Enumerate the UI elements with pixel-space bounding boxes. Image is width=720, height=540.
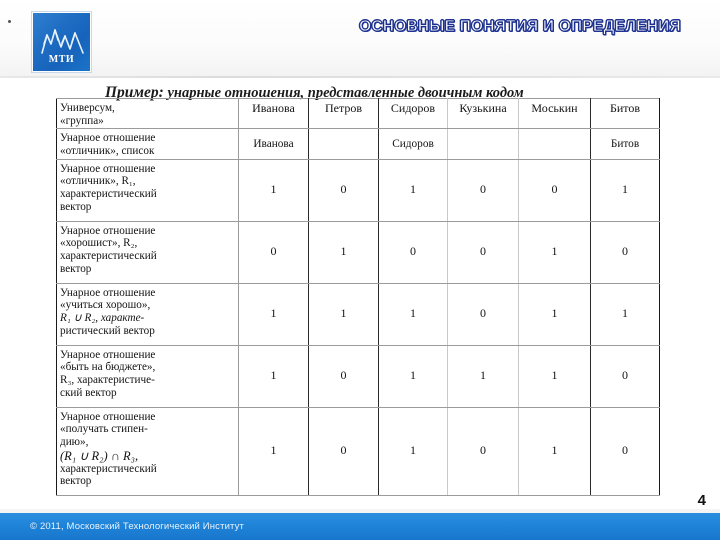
table-row: Унарное отношение «получать стипен- дию»… [56, 406, 660, 496]
table-cell: 1 [238, 158, 309, 222]
table-cell: 0 [590, 344, 660, 408]
row-label-line: R₃, характеристиче- [60, 373, 155, 386]
table-cell: 1 [518, 282, 591, 346]
table-cell: 1 [378, 282, 448, 346]
table-cell: 1 [447, 344, 519, 408]
logo-label: МТИ [48, 54, 75, 65]
corner-dot-marker [8, 20, 11, 23]
table-cell: 0 [308, 406, 379, 496]
header-divider [0, 76, 720, 78]
table-cell: 0 [518, 158, 591, 222]
table-cell: 1 [308, 220, 379, 284]
table-cell: 1 [518, 406, 591, 496]
column-header-bitov: Битов [590, 97, 660, 130]
table-row: Унарное отношение «отличник», R₁, характ… [56, 158, 660, 222]
row-label: Унарное отношение «получать стипен- дию»… [56, 406, 239, 496]
row-label-line: «отличник», R₁, [60, 175, 136, 188]
row-label: Унарное отношение «отличник», R₁, характ… [56, 158, 239, 222]
row-label-line: Унарное отношение [60, 286, 156, 299]
example-caption: Пример: унарные отношения, представленны… [105, 84, 524, 102]
row-label: Унарное отношение «отличник», список [56, 128, 239, 160]
table-row: Унарное отношение «хорошист», R₂, характ… [56, 220, 660, 284]
example-caption-text: унарные отношения, представленные двоичн… [167, 85, 524, 101]
row-label-line: «хорошист», R₂, [60, 237, 138, 250]
row-label-line: Унарное отношение [60, 410, 156, 423]
table-cell: 0 [590, 406, 660, 496]
example-caption-lead: Пример: [105, 84, 164, 101]
slide-footer: © 2011, Московский Технологический Инсти… [0, 513, 720, 540]
column-header-moskin: Моськин [518, 97, 591, 130]
table-cell: 1 [238, 406, 309, 496]
row-label: Универсум, «группа» [56, 97, 239, 130]
row-label: Унарное отношение «хорошист», R₂, характ… [56, 220, 239, 284]
row-label: Унарное отношение «учиться хорошо», R₁ ∪… [56, 282, 239, 346]
row-label-formula: R₁ ∪ R₂, характе- [60, 311, 145, 324]
row-label-line: Унарное отношение [60, 162, 156, 175]
row-label-line: ристический вектор [60, 324, 155, 337]
row-label-line: «группа» [60, 114, 104, 127]
table-cell [308, 128, 379, 160]
row-label-line: Унарное отношение [60, 132, 156, 145]
table-cell: 0 [447, 406, 519, 496]
row-label-line: вектор [60, 200, 92, 213]
table-cell: Битов [590, 128, 660, 160]
row-label-line: Унарное отношение [60, 348, 156, 361]
row-label-line: дию», [60, 435, 89, 448]
table-cell: 0 [590, 220, 660, 284]
row-label: Унарное отношение «быть на бюджете», R₃,… [56, 344, 239, 408]
table-cell: 0 [238, 220, 309, 284]
table-cell: 1 [518, 344, 591, 408]
row-label-line: ский вектор [60, 386, 117, 399]
table-cell: 0 [447, 282, 519, 346]
row-label-formula: (R₁ ∪ R₂) ∩ R₃, [60, 448, 139, 463]
table-cell: 0 [447, 158, 519, 222]
relations-table-container: Универсум, «группа» Иванова Петров Сидор… [56, 97, 660, 496]
table-cell: 1 [378, 406, 448, 496]
table-cell: 0 [447, 220, 519, 284]
table-cell [518, 128, 591, 160]
table-cell: 1 [518, 220, 591, 284]
mountain-peaks-icon [41, 29, 84, 54]
column-header-kuzkina: Кузькина [447, 97, 519, 130]
table-row: Унарное отношение «быть на бюджете», R₃,… [56, 344, 660, 408]
row-label-line: Унарное отношение [60, 224, 156, 237]
row-label-line: «учиться хорошо», [60, 299, 151, 312]
table-cell: Сидоров [378, 128, 448, 160]
row-label-line: вектор [60, 262, 92, 275]
table-row: Унарное отношение «отличник», список Ива… [56, 128, 660, 160]
table-cell: 1 [378, 158, 448, 222]
row-label-line: характеристический [60, 187, 157, 200]
column-header-sidorov: Сидоров [378, 97, 448, 130]
table-cell: 0 [378, 220, 448, 284]
footer-hairline [0, 509, 720, 513]
row-label-line: «отличник», список [60, 144, 155, 157]
table-cell: 0 [308, 344, 379, 408]
row-label-line: Универсум, [60, 102, 115, 114]
row-label-line: характеристический [60, 462, 157, 475]
column-header-ivanova: Иванова [238, 97, 309, 130]
page-title: ОСНОВНЫЕ ПОНЯТИЯ И ОПРЕДЕЛЕНИЯ [359, 18, 681, 36]
relations-table: Универсум, «группа» Иванова Петров Сидор… [56, 97, 660, 496]
slide-header: МТИ ОСНОВНЫЕ ПОНЯТИЯ И ОПРЕДЕЛЕНИЯ [0, 0, 720, 78]
footer-copyright: © 2011, Московский Технологический Инсти… [30, 521, 245, 532]
column-header-petrov: Петров [308, 97, 379, 130]
table-cell: 1 [308, 282, 379, 346]
row-label-line: вектор [60, 475, 92, 488]
table-row: Универсум, «группа» Иванова Петров Сидор… [56, 97, 660, 130]
mti-logo: МТИ [32, 12, 91, 72]
table-cell: 0 [308, 158, 379, 222]
row-label-line: характеристический [60, 249, 157, 262]
table-cell: 1 [238, 282, 309, 346]
table-row: Унарное отношение «учиться хорошо», R₁ ∪… [56, 282, 660, 346]
page-number: 4 [697, 492, 706, 509]
table-cell: Иванова [238, 128, 309, 160]
table-cell: 1 [590, 158, 660, 222]
table-cell: 1 [378, 344, 448, 408]
table-cell: 1 [590, 282, 660, 346]
table-cell [447, 128, 519, 160]
row-label-line: «получать стипен- [60, 423, 148, 436]
table-cell: 1 [238, 344, 309, 408]
row-label-line: «быть на бюджете», [60, 361, 156, 374]
